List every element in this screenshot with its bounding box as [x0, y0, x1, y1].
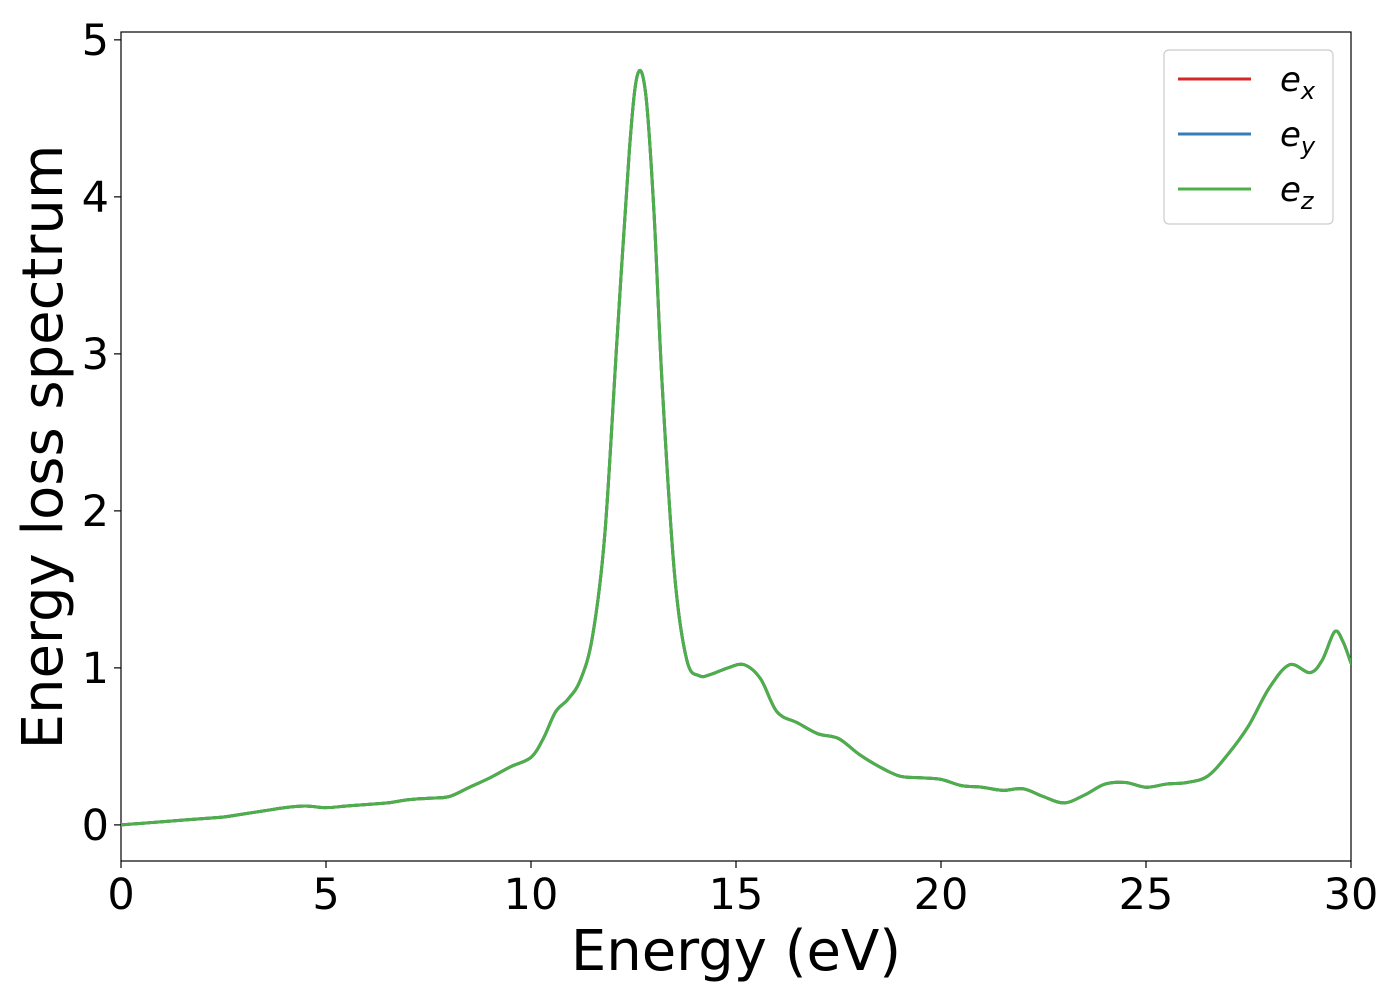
y-tick-label: 0: [82, 801, 109, 851]
axes-frame: [120, 31, 1352, 862]
legend-label-ey: ey: [1280, 115, 1316, 160]
x-axis-title: Energy (eV): [571, 919, 901, 984]
x-tick-label: 0: [107, 870, 134, 920]
x-axis: 0 5 10 15 20 25 30: [107, 861, 1378, 920]
series-line-ez: [121, 68, 1351, 827]
x-tick-label: 30: [1324, 870, 1379, 920]
legend-label-ez: ez: [1280, 170, 1315, 215]
y-axis: 0 1 2 3 4 5: [82, 16, 121, 851]
y-tick-label: 4: [82, 173, 109, 223]
x-tick-label: 20: [914, 870, 969, 920]
plot-area: [120, 31, 1352, 862]
y-tick-label: 1: [82, 644, 109, 694]
legend-label-ex: ex: [1280, 60, 1316, 105]
y-tick-label: 5: [82, 16, 109, 66]
x-tick-label: 10: [504, 870, 559, 920]
x-tick-label: 25: [1119, 870, 1174, 920]
legend: ex ey ez: [1163, 49, 1334, 225]
y-tick-label: 2: [82, 487, 109, 537]
x-tick-label: 15: [709, 870, 764, 920]
x-tick-label: 5: [312, 870, 339, 920]
y-tick-label: 3: [82, 330, 109, 380]
legend-frame: [1163, 49, 1334, 225]
y-axis-title: Energy loss spectrum: [11, 145, 76, 750]
series-layer: [121, 68, 1351, 827]
